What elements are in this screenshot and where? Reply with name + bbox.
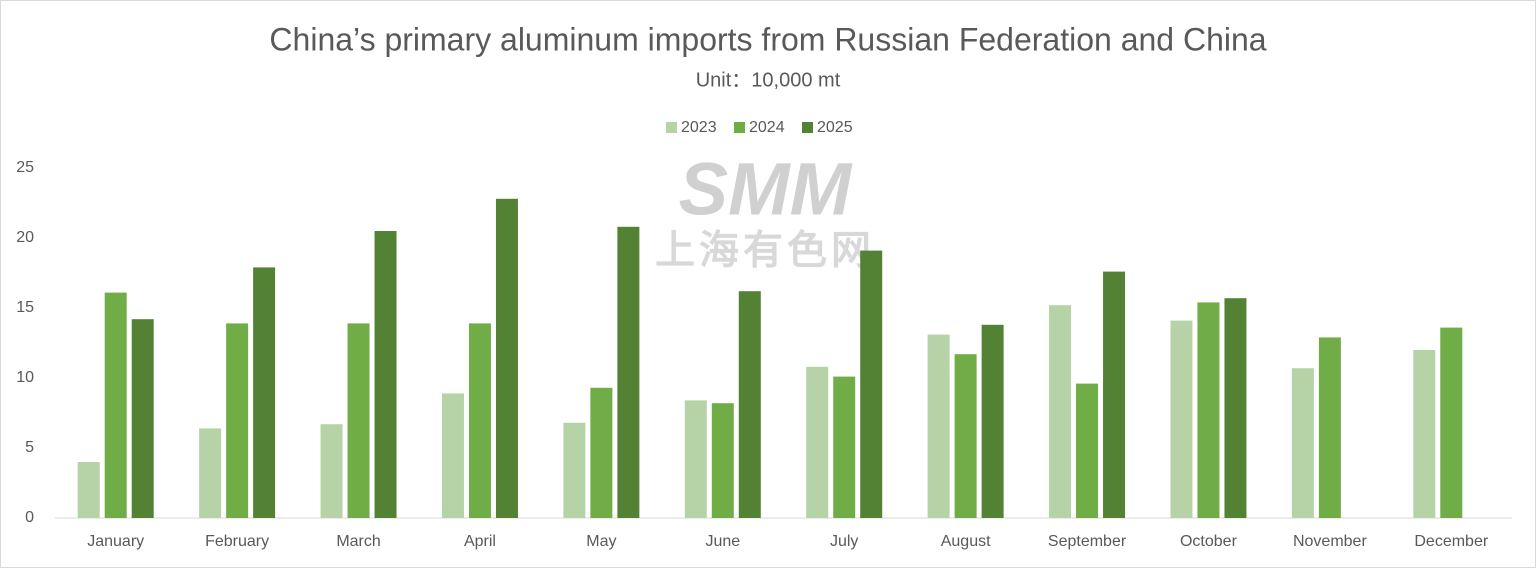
legend-label: 2025 xyxy=(817,119,853,136)
bar xyxy=(1413,350,1436,518)
bar xyxy=(104,292,127,518)
bar xyxy=(563,422,586,518)
bar xyxy=(590,387,613,518)
bar xyxy=(1170,320,1193,518)
chart-subtitle: Unit：10,000 mt xyxy=(696,69,841,91)
bar xyxy=(1197,302,1220,518)
bar xyxy=(1076,383,1099,518)
bar xyxy=(927,334,950,518)
bar xyxy=(320,424,343,518)
legend-swatch xyxy=(734,122,745,133)
x-tick-label: May xyxy=(586,533,616,550)
bar xyxy=(1103,271,1126,518)
bar xyxy=(253,267,276,518)
bar xyxy=(468,323,491,518)
x-tick-label: February xyxy=(205,533,269,550)
y-tick-label: 15 xyxy=(16,299,34,316)
y-tick-label: 25 xyxy=(16,159,34,176)
bar xyxy=(495,198,518,519)
x-tick-label: April xyxy=(464,533,496,550)
x-tick-label: December xyxy=(1414,533,1488,550)
bar xyxy=(226,323,249,518)
x-tick-label: January xyxy=(87,533,144,550)
x-tick-label: September xyxy=(1048,533,1127,550)
y-tick-label: 5 xyxy=(25,439,34,456)
legend-swatch xyxy=(802,122,813,133)
bar xyxy=(711,403,734,518)
watermark: 上海有色网 xyxy=(655,229,875,273)
watermark: SMM xyxy=(679,148,853,231)
bar xyxy=(738,291,761,518)
legend-label: 2023 xyxy=(681,119,717,136)
bar xyxy=(131,319,154,518)
y-tick-label: 10 xyxy=(16,369,34,386)
y-tick-label: 0 xyxy=(25,509,34,526)
x-tick-label: June xyxy=(705,533,740,550)
x-tick-label: July xyxy=(830,533,858,550)
legend-label: 2024 xyxy=(749,119,785,136)
bar xyxy=(954,354,977,518)
x-tick-label: August xyxy=(941,533,991,550)
bar xyxy=(617,226,640,519)
y-tick-label: 20 xyxy=(16,229,34,246)
bar xyxy=(347,323,370,518)
bar xyxy=(199,428,222,518)
bar xyxy=(981,324,1004,518)
x-tick-label: November xyxy=(1293,533,1367,550)
bar xyxy=(1049,305,1072,518)
bar xyxy=(1224,298,1247,518)
bar xyxy=(684,400,707,518)
bar xyxy=(1318,337,1341,518)
bar xyxy=(374,231,397,518)
chart-title: China’s primary aluminum imports from Ru… xyxy=(269,21,1266,57)
x-tick-label: March xyxy=(336,533,380,550)
bar xyxy=(1440,327,1463,518)
bar xyxy=(441,393,464,518)
x-tick-label: October xyxy=(1180,533,1238,550)
bar xyxy=(806,366,829,518)
legend-swatch xyxy=(666,122,677,133)
bar xyxy=(860,250,883,518)
bar xyxy=(1291,368,1314,518)
bar xyxy=(77,462,100,518)
bar xyxy=(833,376,856,518)
